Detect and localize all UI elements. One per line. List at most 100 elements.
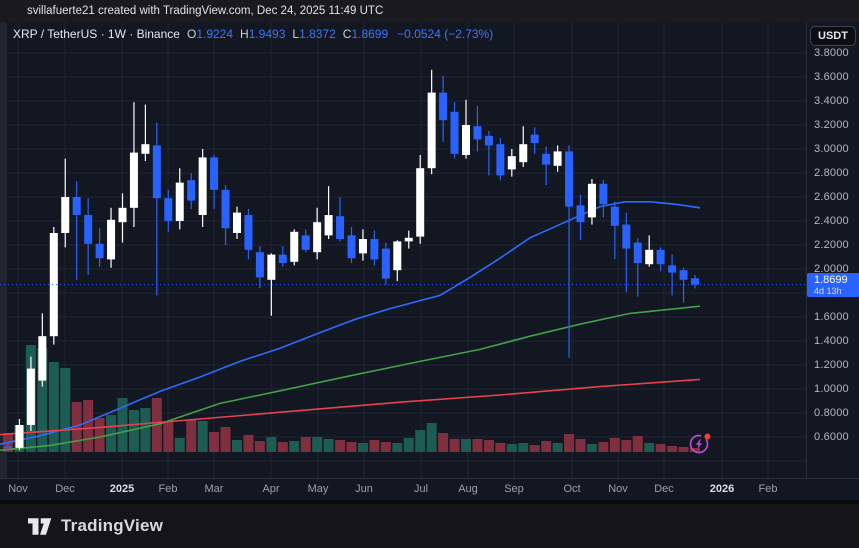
ma-fast-line [0,201,701,445]
volume-bar [632,436,643,452]
volume-bar [621,440,632,452]
time-tick-label: May [307,483,329,495]
volume-bar [335,440,346,452]
candle-body [691,278,699,285]
left-gutter [0,22,7,478]
volume-bar [289,441,300,452]
ma-mid-line [0,305,701,451]
candle-body [427,92,436,169]
volume-bar [94,418,105,452]
price-tick-label: 2.2000 [814,239,849,251]
time-tick-label: 2026 [709,483,735,495]
ma-overlays [0,201,701,451]
candle-body [313,222,322,253]
volume-bar [312,437,323,452]
volume-bar [197,421,208,452]
symbol-title[interactable]: XRP / TetherUS · 1W · Binance [13,27,180,41]
chart-pane[interactable]: XRP / TetherUS · 1W · Binance O1.9224 H1.9… [0,22,859,478]
volume-bar [690,448,700,452]
candle-body [610,206,619,226]
last-price-value: 1.8699 [814,273,848,286]
volume-bar [678,447,689,452]
candle-body [416,168,425,237]
candle-body [553,151,562,166]
candle-body [244,215,253,250]
bar-close-countdown: 4d 13h [814,285,842,296]
price-tick-label: 3.8000 [814,47,849,59]
time-tick-label: Jul [413,483,429,495]
streams-lightning-icon[interactable] [688,431,714,457]
time-tick-label: Feb [158,483,178,495]
time-tick-label: Oct [563,483,581,495]
volume-bar [48,362,59,452]
candle-body [107,219,116,260]
volume-bar [644,443,655,452]
candlestick-chart-canvas[interactable] [0,22,806,478]
volume-bar [209,432,220,452]
candle-body [450,111,459,154]
price-tick-label: 3.2000 [814,119,849,131]
price-tick-label: 0.8000 [814,407,849,419]
price-axis[interactable]: USDT 3.8000 3.6000 3.4000 3.2000 3.0000 2.800… [806,22,859,478]
time-tick-label: Mar [204,483,224,495]
candle-body [61,197,70,233]
price-tick-label: 1.6000 [814,311,849,323]
candles [4,69,699,451]
ohlc-values: O1.9224 H1.9493 L1.8372 C1.8699 [180,27,388,41]
time-axis[interactable]: Nov Dec 2025 Feb Mar Apr May Jun Jul Aug Sep Oct Nov… [0,478,859,500]
tradingview-logo-icon[interactable] [28,517,52,535]
price-tick-label: 1.4000 [814,335,849,347]
candle-body [336,216,345,239]
price-tick-label: 1.0000 [814,383,849,395]
candle-body [519,144,528,163]
candle-body [26,368,35,425]
volume-bar [552,443,563,452]
candle-body [393,241,402,271]
tradingview-wordmark[interactable]: TradingView [61,516,164,535]
candle-body [633,242,642,263]
footer-divider [0,500,859,504]
change-value: −0.0524 (−2.73%) [397,27,494,41]
candle-body [129,152,138,208]
price-tick-label: 2.8000 [814,167,849,179]
candle-body [267,254,276,280]
volume-bar [266,437,277,452]
volume-bar [71,402,82,452]
price-tick-label: 2.0000 [814,263,849,275]
volume-bar [461,439,471,452]
candle-body [198,157,207,215]
volume-bar [369,440,380,452]
time-tick-label: Dec [55,483,75,495]
candle-body [152,145,161,199]
volume-bar [438,433,449,452]
candle-body [95,243,104,259]
candle-body [656,249,665,265]
volume-bar [83,400,94,452]
volume-bar [232,440,242,452]
price-tick-label: 3.6000 [814,71,849,83]
symbol-legend[interactable]: XRP / TetherUS · 1W · Binance O1.9224 H1.9… [13,27,493,41]
time-tick-label: 2025 [109,483,135,495]
last-price-tag: 1.8699 4d 13h [807,272,859,297]
volume-bar [586,444,597,452]
volume-bar [323,439,334,452]
price-tick-label: 0.6000 [814,431,849,443]
currency-toggle-button[interactable]: USDT [810,26,856,46]
candle-body [622,224,631,249]
volume-bar [128,410,139,452]
candle-body [290,231,299,262]
volume-bar [541,441,552,452]
attribution-text: svillafuerte21 created with TradingView.… [27,5,384,17]
volume-bar [483,440,494,452]
price-tick-label: 2.6000 [814,191,849,203]
ohlc-pair: O1.9224 [186,27,234,41]
candle-body [175,182,184,221]
candle-body [439,92,448,121]
volume-bar [564,434,575,452]
volume-bar [300,437,311,452]
candle-body [15,425,24,448]
candle-body [587,183,596,218]
volume-bar [140,408,151,452]
candle-body [668,265,677,273]
